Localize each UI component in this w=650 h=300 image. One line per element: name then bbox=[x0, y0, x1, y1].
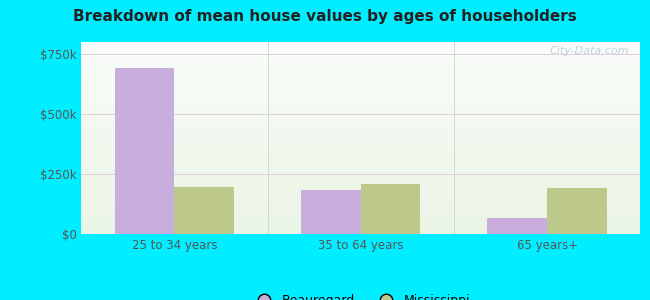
Text: Breakdown of mean house values by ages of householders: Breakdown of mean house values by ages o… bbox=[73, 9, 577, 24]
Bar bbox=[488, 218, 547, 234]
Bar bbox=[301, 190, 361, 234]
Bar bbox=[547, 188, 606, 234]
Text: City-Data.com: City-Data.com bbox=[549, 46, 629, 56]
Bar bbox=[174, 187, 234, 234]
Bar bbox=[361, 184, 421, 234]
Bar bbox=[115, 68, 174, 234]
Legend: Beauregard, Mississippi: Beauregard, Mississippi bbox=[246, 289, 475, 300]
